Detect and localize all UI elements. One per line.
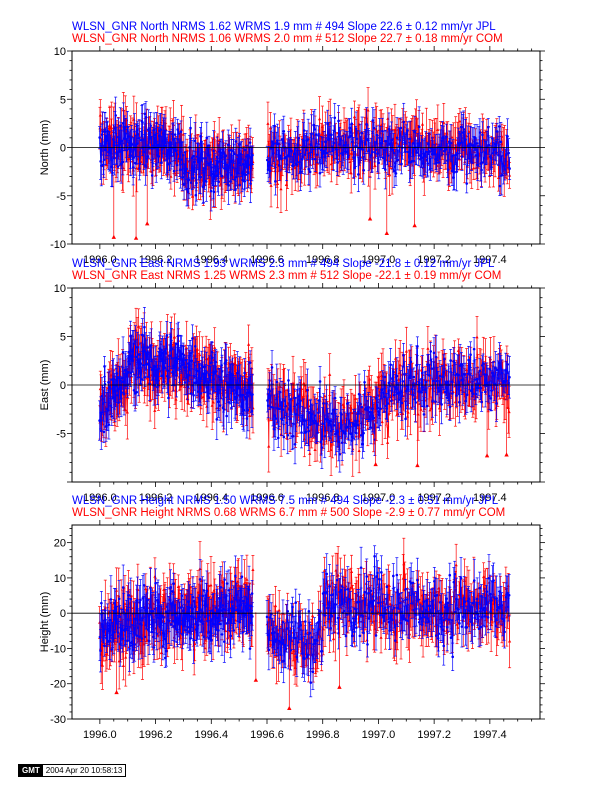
outlier-point bbox=[145, 221, 150, 226]
y-tick-label: 5 bbox=[60, 94, 66, 106]
data-point bbox=[476, 163, 479, 167]
data-point bbox=[173, 335, 177, 339]
data-point bbox=[129, 154, 133, 158]
data-point bbox=[149, 124, 152, 128]
data-point bbox=[198, 353, 202, 357]
data-point bbox=[436, 127, 440, 131]
data-point bbox=[189, 126, 192, 130]
data-point bbox=[445, 135, 448, 139]
data-point bbox=[497, 153, 500, 157]
data-point bbox=[98, 136, 101, 139]
x-tick-label: 1996.0 bbox=[83, 254, 117, 266]
data-point bbox=[495, 130, 499, 133]
data-point bbox=[209, 189, 213, 193]
data-point bbox=[157, 155, 161, 158]
outlier-point bbox=[111, 234, 116, 239]
y-tick-label: -10 bbox=[50, 239, 66, 251]
data-point bbox=[419, 157, 422, 161]
outlier-point bbox=[367, 216, 373, 221]
x-tick-label: 1996.4 bbox=[194, 254, 228, 266]
outliers bbox=[111, 158, 417, 240]
data-point bbox=[181, 176, 184, 179]
x-tick-label: 1996.6 bbox=[250, 254, 284, 266]
data-point bbox=[226, 143, 230, 146]
data-point bbox=[348, 126, 351, 130]
data-point bbox=[234, 140, 238, 143]
data-point bbox=[475, 142, 479, 145]
data-point bbox=[478, 131, 482, 134]
series-line bbox=[99, 113, 510, 196]
data-point bbox=[454, 153, 457, 157]
x-tick-label: 1996.8 bbox=[306, 254, 340, 266]
data-point bbox=[121, 160, 125, 164]
data-point bbox=[266, 168, 270, 171]
data-point bbox=[333, 116, 337, 120]
data-point bbox=[454, 137, 458, 141]
x-tick-label: 1997.2 bbox=[417, 254, 451, 266]
data-point bbox=[110, 126, 114, 130]
outlier-point bbox=[412, 223, 417, 228]
data-layer bbox=[98, 87, 512, 240]
header-line-com: WLSN_GNR East NRMS 1.25 WRMS 2.3 mm # 51… bbox=[72, 270, 501, 282]
data-point bbox=[155, 121, 158, 125]
data-point bbox=[458, 119, 462, 123]
data-point bbox=[498, 184, 502, 188]
data-point bbox=[137, 324, 141, 328]
data-point bbox=[217, 138, 221, 142]
data-point bbox=[395, 136, 399, 140]
data-point bbox=[182, 183, 186, 186]
y-axis-label: North (mm) bbox=[39, 120, 51, 176]
data-point bbox=[467, 129, 471, 133]
data-point bbox=[268, 169, 272, 173]
x-tick-label: 1996.2 bbox=[139, 254, 173, 266]
data-point bbox=[412, 159, 415, 163]
data-point bbox=[154, 163, 158, 166]
data-point bbox=[360, 131, 364, 135]
data-point bbox=[228, 180, 232, 183]
data-point bbox=[352, 115, 357, 119]
data-point bbox=[366, 108, 370, 112]
panel-north: WLSN_GNR North NRMS 1.62 WRMS 1.9 mm # 4… bbox=[39, 21, 545, 266]
data-point bbox=[337, 119, 340, 123]
data-point bbox=[274, 180, 277, 183]
y-tick-label: 0 bbox=[60, 143, 66, 155]
x-tick-label: 1997.0 bbox=[362, 254, 396, 266]
data-point bbox=[386, 116, 390, 120]
outlier-point bbox=[133, 235, 139, 240]
data-point bbox=[481, 133, 484, 137]
data-point bbox=[506, 135, 509, 138]
header-line-jpl: WLSN_GNR North NRMS 1.62 WRMS 1.9 mm # 4… bbox=[72, 21, 496, 33]
data-point bbox=[399, 126, 403, 130]
data-point bbox=[181, 132, 185, 136]
data-point bbox=[317, 117, 322, 121]
data-point bbox=[313, 157, 317, 161]
data-point bbox=[318, 171, 322, 175]
data-point bbox=[268, 126, 272, 130]
outlier-point bbox=[384, 230, 389, 235]
data-point bbox=[420, 122, 425, 126]
y-tick-label: -5 bbox=[56, 191, 66, 203]
x-tick-label: 1997.4 bbox=[473, 254, 507, 266]
data-point bbox=[417, 125, 421, 129]
data-point bbox=[490, 166, 493, 169]
data-layer bbox=[98, 307, 511, 477]
y-tick-label: 10 bbox=[54, 46, 66, 58]
data-point bbox=[266, 121, 270, 125]
data-point bbox=[371, 119, 375, 122]
header-line-jpl: WLSN_GNR East NRMS 1.93 WRMS 2.3 mm # 49… bbox=[72, 258, 495, 270]
data-point bbox=[213, 345, 217, 349]
data-point bbox=[353, 166, 356, 170]
data-point bbox=[118, 150, 121, 153]
data-point bbox=[98, 113, 102, 117]
header-line-com: WLSN_GNR North NRMS 1.06 WRMS 2.0 mm # 5… bbox=[72, 33, 503, 45]
data-point bbox=[227, 184, 230, 187]
panel-east: WLSN_GNR East NRMS 1.93 WRMS 2.3 mm # 49… bbox=[39, 258, 545, 504]
data-point bbox=[442, 120, 446, 124]
data-point bbox=[185, 346, 189, 350]
